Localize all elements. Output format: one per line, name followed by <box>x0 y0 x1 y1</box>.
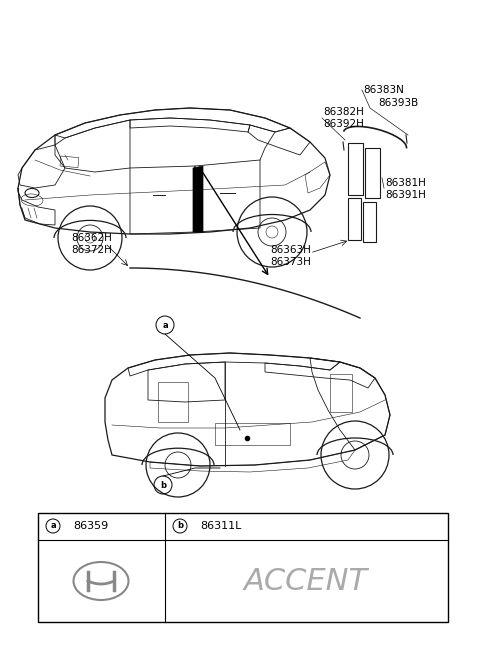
Bar <box>215 423 290 445</box>
Text: 86393B: 86393B <box>378 98 418 108</box>
Text: a: a <box>50 521 56 531</box>
Polygon shape <box>193 166 203 232</box>
Text: 86391H: 86391H <box>385 190 426 200</box>
Text: b: b <box>160 481 166 489</box>
Text: 86382H: 86382H <box>323 107 364 117</box>
Bar <box>348 198 361 240</box>
Text: 86383N: 86383N <box>363 85 404 95</box>
Bar <box>348 143 363 195</box>
Text: 86373H: 86373H <box>270 257 311 267</box>
Text: 86372H: 86372H <box>71 245 112 255</box>
Text: 86381H: 86381H <box>385 178 426 188</box>
Text: ACCENT: ACCENT <box>244 567 368 595</box>
Bar <box>38 513 448 622</box>
Bar <box>365 148 380 198</box>
Bar <box>158 382 188 422</box>
Text: 86359: 86359 <box>73 521 108 531</box>
Bar <box>363 202 376 242</box>
Text: 86311L: 86311L <box>200 521 241 531</box>
Text: 86362H: 86362H <box>71 233 112 243</box>
Text: a: a <box>162 320 168 329</box>
Text: 86363H: 86363H <box>270 245 311 255</box>
Text: 86392H: 86392H <box>323 119 364 129</box>
Bar <box>330 374 352 412</box>
Bar <box>60 156 79 168</box>
Text: b: b <box>177 521 183 531</box>
